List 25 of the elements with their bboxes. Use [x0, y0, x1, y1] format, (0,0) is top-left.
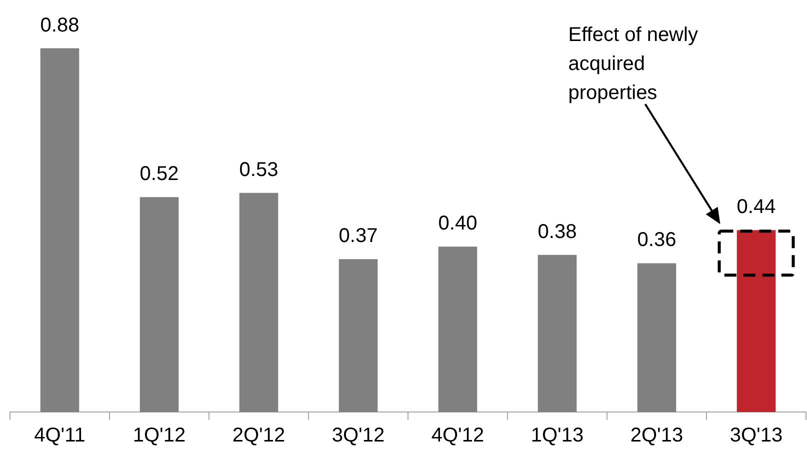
x-tick-label: 1Q'13 [530, 424, 584, 447]
data-label: 0.44 [736, 196, 776, 218]
x-tick-label: 2Q'13 [630, 424, 684, 447]
data-label: 0.38 [538, 220, 577, 243]
bar [140, 197, 179, 412]
bar [338, 259, 378, 412]
data-label: 0.52 [140, 163, 179, 186]
x-tick-label: 3Q'12 [332, 424, 385, 447]
x-tick-label: 2Q'12 [232, 424, 286, 447]
bar [40, 48, 80, 412]
x-tick-label: 4Q'12 [431, 424, 484, 447]
bar [538, 254, 577, 412]
x-tick-label: 3Q'13 [730, 424, 783, 447]
bar [239, 192, 278, 412]
data-label: 0.37 [338, 225, 378, 248]
x-tick-label: 4Q'11 [34, 424, 86, 447]
bar [438, 246, 478, 412]
annotation: Effect of newly acquired properties [568, 24, 698, 104]
bar [736, 230, 776, 412]
bar [637, 263, 676, 412]
data-label: 0.40 [438, 212, 478, 235]
data-label: 0.88 [40, 14, 80, 36]
data-label: 0.36 [637, 229, 676, 252]
x-tick-label: 1Q'12 [132, 424, 186, 447]
data-label: 0.53 [239, 158, 278, 181]
